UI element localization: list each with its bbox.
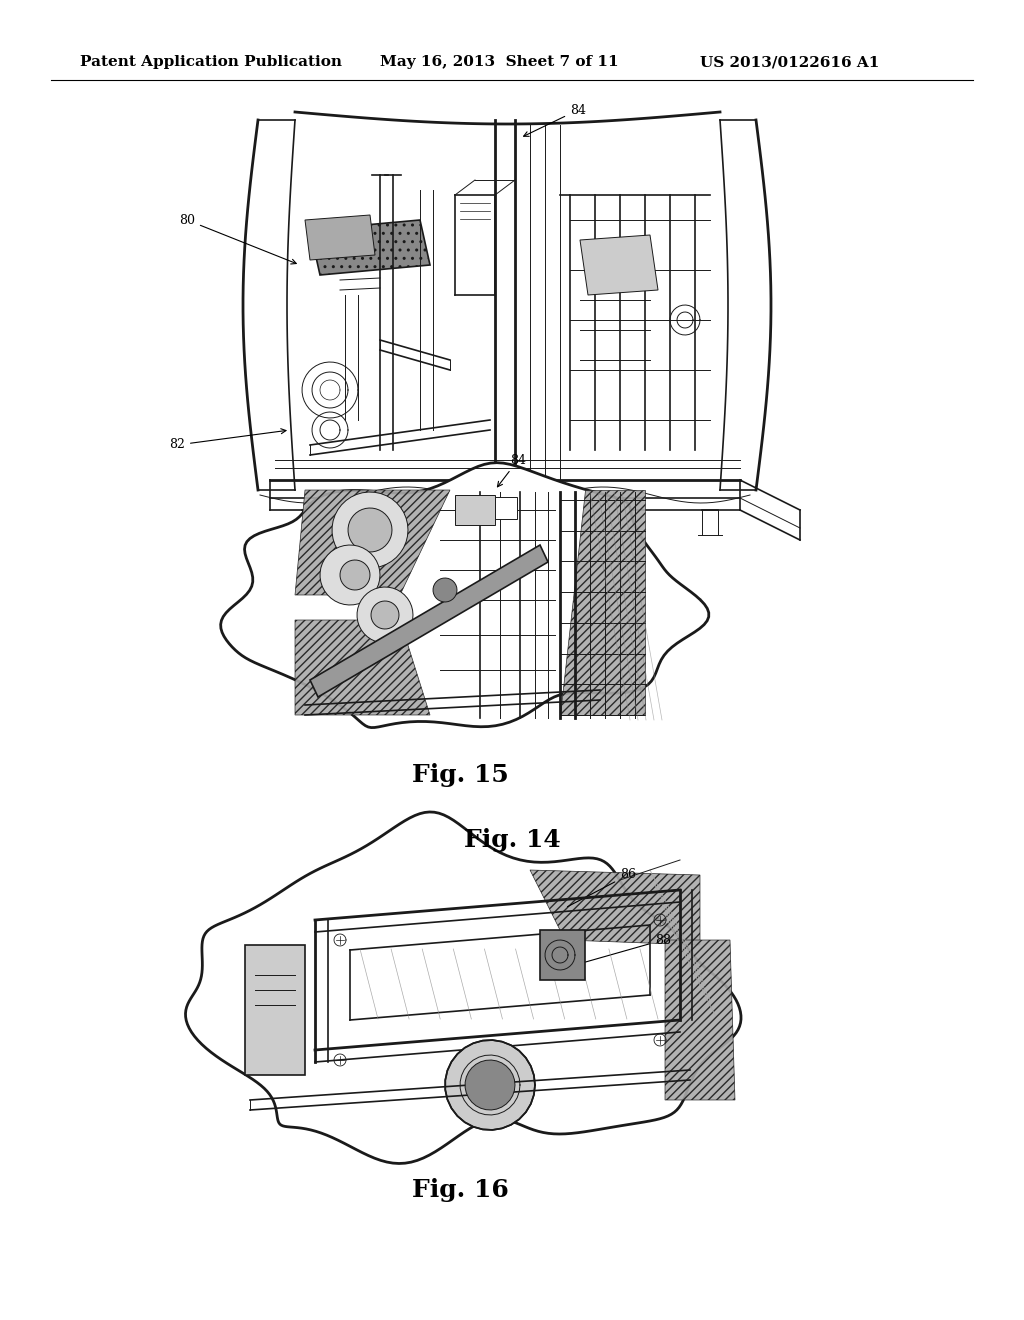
Text: May 16, 2013  Sheet 7 of 11: May 16, 2013 Sheet 7 of 11 bbox=[380, 55, 618, 69]
Polygon shape bbox=[310, 545, 548, 697]
Polygon shape bbox=[185, 812, 741, 1163]
Text: US 2013/0122616 A1: US 2013/0122616 A1 bbox=[700, 55, 880, 69]
Polygon shape bbox=[560, 490, 645, 715]
Polygon shape bbox=[295, 490, 450, 595]
Polygon shape bbox=[530, 870, 700, 945]
Polygon shape bbox=[332, 492, 408, 568]
Text: Fig. 14: Fig. 14 bbox=[464, 828, 560, 851]
Text: 84: 84 bbox=[523, 103, 586, 136]
Polygon shape bbox=[220, 463, 709, 727]
FancyBboxPatch shape bbox=[455, 495, 495, 525]
Text: 88: 88 bbox=[579, 933, 671, 965]
Polygon shape bbox=[295, 620, 430, 715]
Polygon shape bbox=[348, 508, 392, 552]
Polygon shape bbox=[580, 235, 658, 294]
Polygon shape bbox=[357, 587, 413, 643]
Text: 84: 84 bbox=[498, 454, 526, 487]
Text: 82: 82 bbox=[169, 429, 286, 451]
FancyBboxPatch shape bbox=[485, 498, 517, 519]
Polygon shape bbox=[433, 578, 457, 602]
Text: Patent Application Publication: Patent Application Publication bbox=[80, 55, 342, 69]
Polygon shape bbox=[310, 220, 430, 275]
Text: 86: 86 bbox=[567, 869, 636, 907]
Text: 80: 80 bbox=[179, 214, 296, 264]
Polygon shape bbox=[305, 215, 375, 260]
FancyBboxPatch shape bbox=[245, 945, 305, 1074]
Polygon shape bbox=[465, 1060, 515, 1110]
Polygon shape bbox=[321, 545, 380, 605]
Polygon shape bbox=[665, 940, 735, 1100]
Polygon shape bbox=[340, 560, 370, 590]
FancyBboxPatch shape bbox=[540, 931, 585, 979]
Polygon shape bbox=[371, 601, 399, 630]
Text: Fig. 16: Fig. 16 bbox=[412, 1177, 508, 1203]
Polygon shape bbox=[445, 1040, 535, 1130]
Text: Fig. 15: Fig. 15 bbox=[412, 763, 508, 787]
